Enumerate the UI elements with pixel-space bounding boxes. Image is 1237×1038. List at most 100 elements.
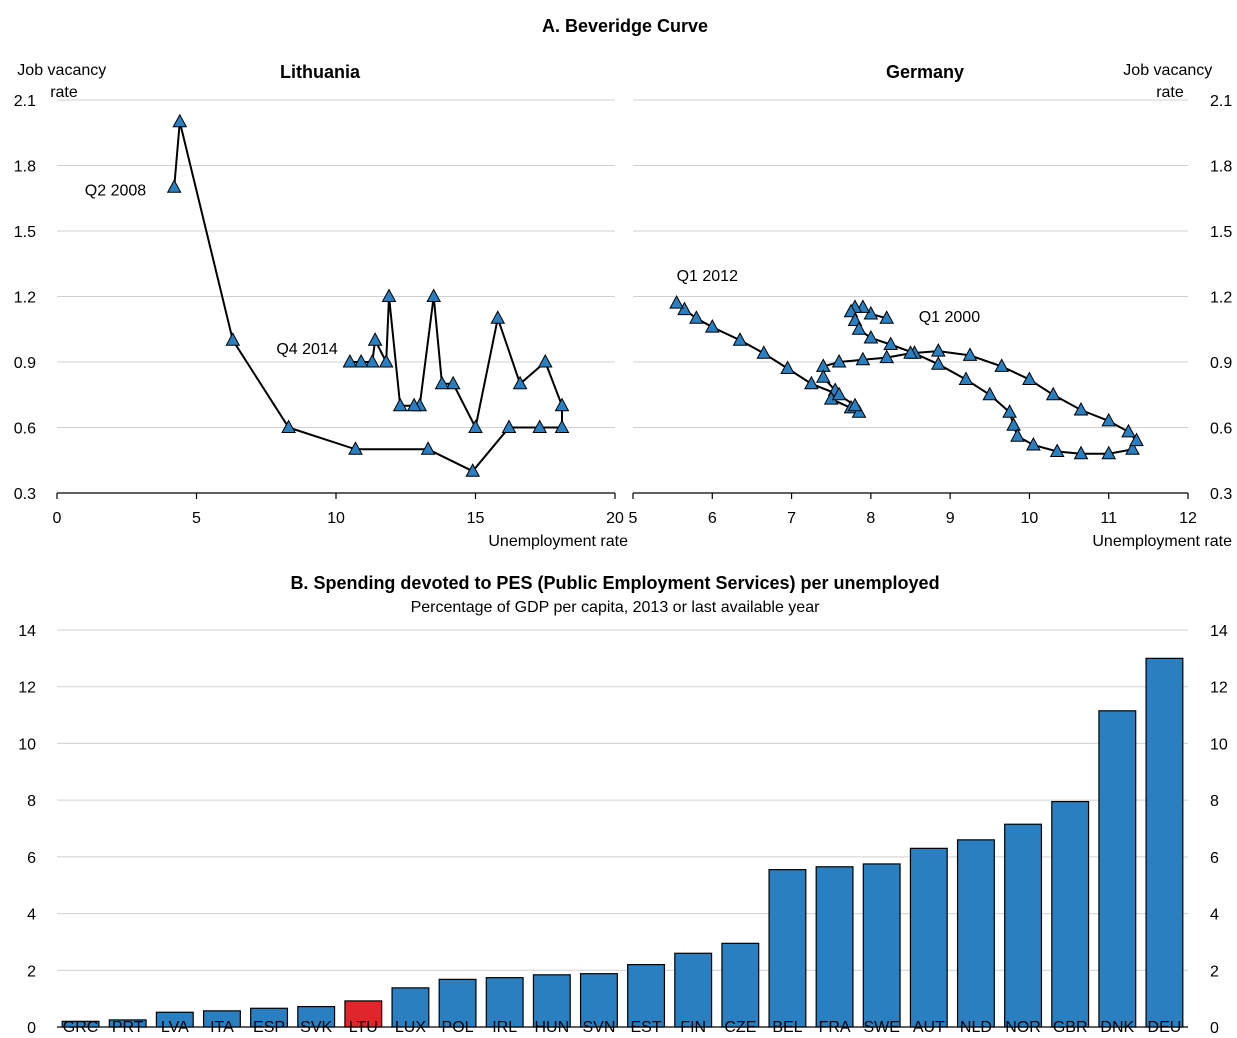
germany-data-point	[756, 345, 772, 359]
bar-swe	[862, 863, 901, 1028]
axes	[56, 492, 1189, 1028]
bar-x-tick-label: SWE	[863, 1019, 899, 1033]
lithuania-data-point	[225, 332, 241, 346]
lithuania-data-point	[532, 419, 548, 433]
bar-ltu	[344, 1000, 383, 1028]
germany-data-point	[1101, 445, 1117, 460]
germany-data-point	[1129, 432, 1144, 447]
lithuania-y-tick-label: 2.1	[14, 93, 36, 110]
lithuania-data-point	[554, 419, 570, 433]
germany-data-point	[962, 347, 978, 361]
lithuania-data-point	[445, 375, 461, 390]
lithuania-data-point	[348, 441, 363, 455]
germany-data-point	[1049, 443, 1065, 457]
germany-y-tick-label: 0.6	[1210, 421, 1232, 438]
germany-data-point	[780, 360, 795, 374]
bar-y-tick-label-left: 10	[18, 736, 36, 753]
bar-x-tick-label: LTU	[349, 1019, 378, 1033]
germany-data-point	[1101, 412, 1117, 427]
lithuania-y-tick-label: 0.9	[14, 355, 36, 372]
lithuania-data-point	[501, 419, 517, 433]
germany-data-point	[831, 353, 847, 368]
germany-data-point	[879, 349, 895, 364]
germany-data-point	[958, 371, 974, 385]
bar-lux	[391, 987, 430, 1028]
lithuania-y-tick-label: 0.6	[14, 421, 36, 438]
germany-data-point	[847, 312, 863, 326]
bar-hun	[532, 974, 571, 1028]
bar-y-tick-label-left: 6	[27, 850, 36, 867]
germany-y-tick-label: 0.9	[1210, 355, 1232, 372]
germany-data-point	[804, 375, 819, 390]
bar-y-tick-label-left: 0	[27, 1020, 36, 1033]
germany-annotation-end: Q1 2012	[677, 268, 738, 285]
lithuania-data-point	[512, 375, 528, 390]
bar-x-tick-label: ITA	[210, 1019, 234, 1033]
germany-y-tick-label: 2.1	[1210, 93, 1232, 110]
germany-data-point	[843, 303, 859, 318]
germany-data-point	[732, 332, 748, 346]
germany-data-point	[855, 351, 871, 366]
lithuania-y-tick-label: 1.8	[14, 159, 36, 176]
germany-y-tick-label: 0.3	[1210, 486, 1232, 503]
lithuania-y-tick-label: 1.2	[14, 290, 36, 307]
lithuania-x-tick-label: 10	[327, 510, 345, 527]
germany-data-point	[831, 386, 847, 401]
germany-x-tick-label: 7	[787, 510, 796, 527]
bar-x-tick-label: FIN	[680, 1019, 706, 1033]
right-y-axis-title: Job vacancy rate	[1123, 62, 1216, 101]
lithuania-data-point	[353, 353, 369, 368]
germany-data-point	[1045, 386, 1061, 401]
bar-y-tick-label-right: 14	[1210, 623, 1228, 640]
lithuania-data-point	[490, 310, 506, 324]
lithuania-data-point	[281, 419, 296, 433]
germany-data-point	[1026, 436, 1041, 451]
germany-y-tick-label: 1.2	[1210, 290, 1232, 307]
germany-data-point	[704, 319, 720, 333]
bar-y-tick-label-right: 6	[1210, 850, 1219, 867]
lithuania-data-point	[406, 397, 422, 412]
germany-data-point	[689, 310, 704, 324]
left-y-axis-title-line2: rate	[50, 84, 78, 101]
bar-x-tick-label: AUT	[913, 1019, 945, 1033]
bar-grc	[61, 1020, 100, 1028]
bar-y-tick-label-right: 0	[1210, 1020, 1219, 1033]
germany-data-point	[1073, 445, 1089, 460]
germany-data-point	[903, 345, 918, 359]
bar-y-tick-label-left: 2	[27, 963, 36, 980]
bar-x-tick-label: ESP	[253, 1019, 285, 1033]
germany-data-point	[1121, 423, 1136, 438]
bar-y-tick-label-left: 14	[18, 623, 36, 640]
bar-y-tick-label-left: 8	[27, 793, 36, 810]
bar-y-tick-label-right: 12	[1210, 680, 1228, 697]
germany-data-point	[982, 386, 998, 401]
germany-data-point	[930, 356, 946, 370]
bar-svk	[297, 1005, 336, 1028]
bar-x-tick-label: DNK	[1100, 1019, 1134, 1033]
bar-x-tick-label: POL	[442, 1019, 474, 1033]
tick-labels: 0.3 0.6 0.9 1.2 1.5 1.8 2.1 0.3 0.6 0.9 1.2 1.5 1.8 2…	[14, 93, 1233, 1037]
germany-y-tick-label: 1.8	[1210, 159, 1232, 176]
lithuania-data-point	[554, 397, 570, 412]
bar-x-tick-label: FRA	[819, 1019, 851, 1033]
germany-x-tick-label: 8	[866, 510, 875, 527]
germany-x-tick-label: 6	[708, 510, 717, 527]
germany-annotation-start: Q1 2000	[919, 309, 980, 326]
right-y-axis-title-line2: rate	[1156, 84, 1184, 101]
bar-y-tick-label-left: 4	[27, 907, 36, 924]
lithuania-annotation-start: Q2 2008	[85, 182, 146, 199]
germany-data-point	[863, 329, 879, 344]
bar-x-tick-label: SVK	[300, 1019, 332, 1033]
lithuania-data-point	[364, 353, 380, 368]
lithuania-data-point	[166, 179, 182, 193]
germany-data-point	[815, 369, 831, 383]
bar-esp	[250, 1007, 289, 1028]
germany-data-point	[879, 310, 895, 324]
left-y-axis-title: Job vacancy rate	[17, 62, 110, 101]
bar-lva	[155, 1011, 194, 1028]
lithuania-data-point	[434, 375, 450, 390]
bar-svn	[579, 973, 618, 1028]
lithuania-title: Lithuania	[280, 62, 361, 82]
